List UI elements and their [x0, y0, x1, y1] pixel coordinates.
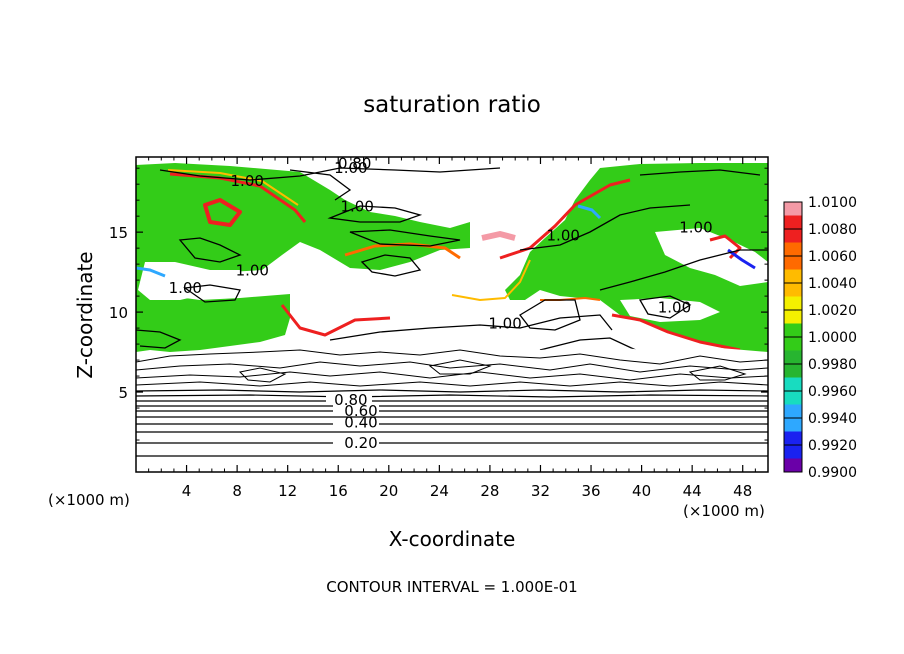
x-tick-label: 28	[480, 482, 499, 500]
colorbar-swatch	[784, 431, 802, 446]
colorbar-label: 1.0060	[808, 249, 857, 265]
chart-title: saturation ratio	[363, 92, 541, 118]
colorbar-label: 1.0020	[808, 303, 857, 319]
y-axis-label: Z-coordinate	[73, 251, 97, 378]
contour-label: 1.00	[169, 279, 202, 297]
colorbar-swatch	[784, 377, 802, 392]
colorbar-swatch	[784, 350, 802, 365]
x-tick-label: 48	[733, 482, 752, 500]
lower-contours	[136, 349, 768, 457]
contour-label: 1.00	[236, 262, 269, 280]
colorbar-swatch	[784, 404, 802, 419]
green-region-left	[136, 163, 470, 302]
x-tick-label: 36	[581, 482, 600, 500]
colorbar-swatch	[784, 215, 802, 230]
x-unit-label-left: (×1000 m)	[48, 491, 130, 509]
colorbar-swatch	[784, 310, 802, 324]
colorbar-swatch	[784, 229, 802, 243]
x-tick-label: 8	[232, 482, 242, 500]
colorbar-label: 0.9900	[808, 465, 857, 481]
contour-label: 1.00	[340, 198, 373, 216]
colorbar-swatch	[784, 256, 802, 270]
contour-label: 1.00	[679, 218, 712, 236]
x-tick-label: 24	[430, 482, 449, 500]
contour-label-backgrounds	[326, 392, 379, 450]
colorbar-swatch	[784, 364, 802, 378]
colorbar-label: 1.0080	[808, 222, 857, 238]
contour-label: 0.20	[344, 434, 377, 452]
saturation-field	[136, 163, 768, 472]
colorbar-swatch	[784, 202, 802, 216]
colorbar-swatch	[784, 242, 802, 257]
colorbar-label: 0.9920	[808, 438, 857, 454]
y-tick-label: 5	[118, 384, 128, 402]
colorbar-label: 0.9980	[808, 357, 857, 373]
x-tick-label: 40	[632, 482, 651, 500]
colorbar: 1.0100 1.0080 1.0060 1.0040 1.0020 1.0000 0.99…	[783, 195, 857, 481]
x-tick-label: 12	[278, 482, 297, 500]
colorbar-swatch	[784, 269, 802, 284]
y-axis: 5 10 15	[109, 167, 768, 457]
contour-label: 1.00	[488, 314, 521, 332]
colorbar-swatch	[784, 323, 802, 338]
colorbar-label: 1.0000	[808, 330, 857, 346]
contour-label: 1.00	[231, 172, 264, 190]
contour-label: 0.40	[344, 413, 377, 431]
contour-label: 0.80	[334, 391, 367, 409]
colorbar-swatch	[784, 283, 802, 297]
x-tick-label: 44	[683, 482, 702, 500]
x-tick-label: 16	[329, 482, 348, 500]
contour-label: 0.60	[344, 402, 377, 420]
contour-label: 1.00	[658, 298, 691, 316]
colorbar-swatch	[784, 458, 802, 473]
colorbar-swatch	[784, 296, 802, 311]
colorbar-swatch	[784, 418, 802, 432]
x-axis-label: X-coordinate	[389, 527, 516, 551]
contour-label: 1.00	[334, 159, 367, 177]
y-tick-label: 10	[109, 304, 128, 322]
x-tick-label: 20	[379, 482, 398, 500]
colorbar-swatch	[784, 445, 802, 459]
contour-interval-note: CONTOUR INTERVAL = 1.000E-01	[326, 578, 577, 596]
x-tick-label: 4	[182, 482, 192, 500]
colorbar-label: 0.9960	[808, 384, 857, 400]
contour-labels: 0.20 0.400.600.80 1.00 1.00 1.00 1.00 1.00 1.00…	[169, 154, 713, 452]
colorbar-swatch	[784, 337, 802, 351]
x-axis: 4 8 12 16 20 24 28 32 36 40 44 48	[148, 157, 756, 500]
x-tick-label: 32	[531, 482, 550, 500]
x-unit-label-right: (×1000 m)	[683, 502, 765, 520]
upper-contours	[136, 167, 768, 353]
colorbar-label: 1.0040	[808, 276, 857, 292]
contour-label: 1.00	[547, 226, 580, 244]
y-tick-label: 15	[109, 224, 128, 242]
colorbar-label: 1.0100	[808, 195, 857, 211]
colorbar-label: 0.9940	[808, 411, 857, 427]
colorbar-swatch	[784, 391, 802, 405]
